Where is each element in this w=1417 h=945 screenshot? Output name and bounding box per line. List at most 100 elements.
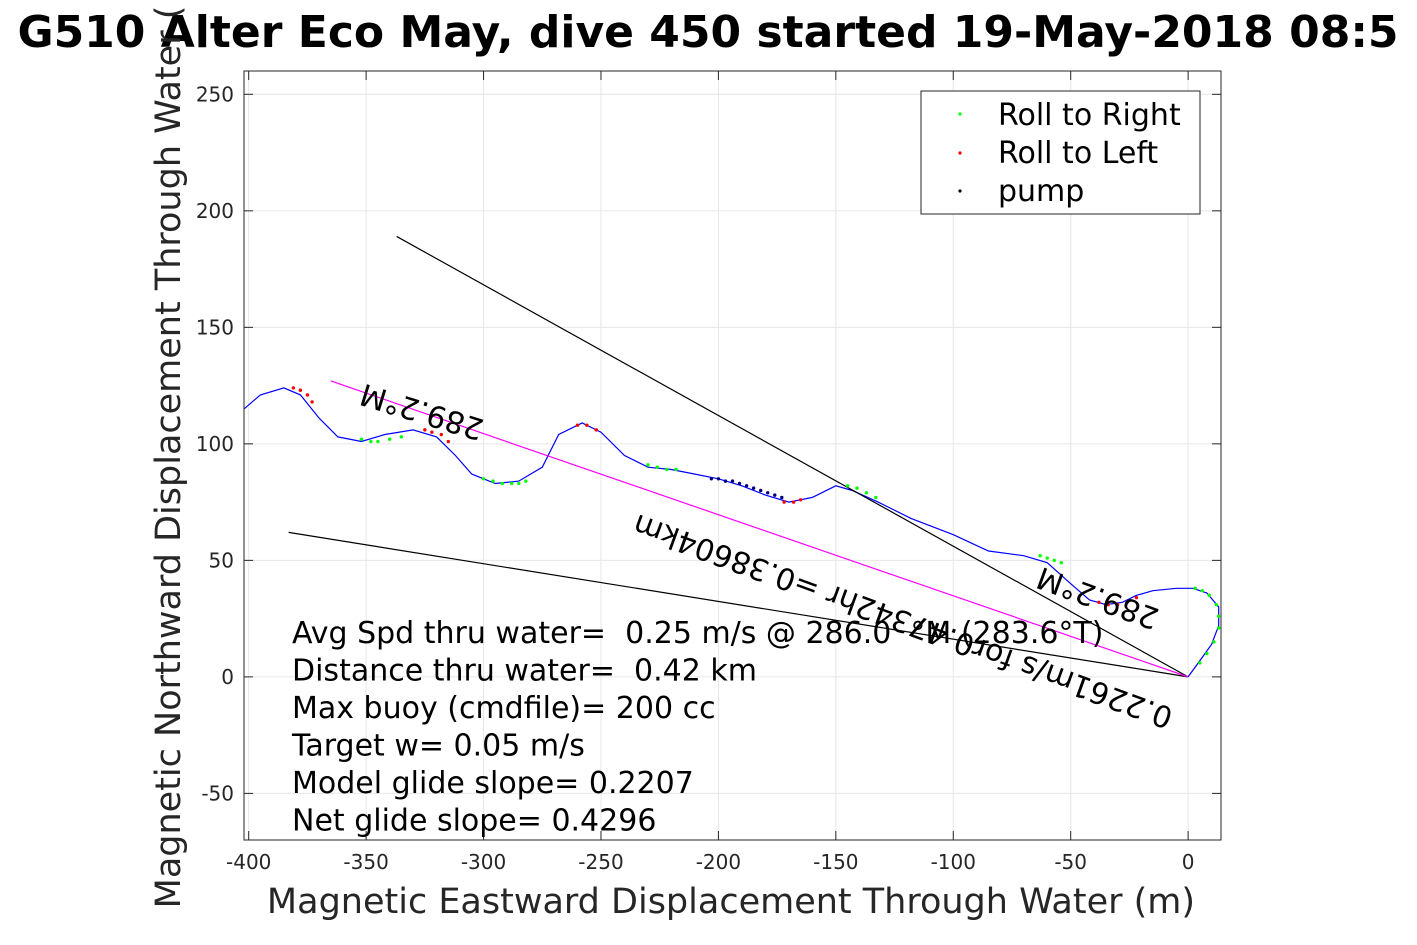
roll-right-point-8 — [510, 481, 514, 486]
roll-left-point-16 — [1115, 602, 1120, 607]
legend-box — [920, 90, 1201, 215]
x-tick-label-5: -150 — [813, 850, 858, 874]
y-tick-label-3: 100 — [196, 432, 234, 456]
legend: Roll to Right Roll to Left pump — [920, 90, 1201, 215]
roll-right-point-21 — [1052, 558, 1056, 563]
roll-right-points — [359, 435, 1221, 665]
pump-point-8 — [766, 491, 770, 495]
stat-line-3: Target w= 0.05 m/s — [291, 729, 585, 764]
roll-right-point-0 — [359, 437, 364, 441]
y-tick-label-2: 50 — [209, 548, 234, 572]
roll-right-point-19 — [1038, 554, 1042, 558]
pump-points — [709, 477, 784, 500]
roll-right-point-16 — [855, 486, 859, 490]
roll-left-point-9 — [585, 423, 589, 427]
roll-left-point-5 — [430, 430, 434, 434]
pump-point-10 — [780, 495, 784, 500]
roll-right-point-30 — [1205, 651, 1209, 656]
roll-left-point-11 — [782, 500, 786, 504]
track-line — [243, 387, 1220, 678]
roll-right-point-25 — [1207, 593, 1211, 598]
pump-point-3 — [730, 479, 735, 483]
x-tick-label-4: -200 — [696, 850, 741, 874]
roll-right-point-1 — [369, 439, 373, 444]
reference-lines — [288, 235, 1189, 678]
pump-point-2 — [723, 479, 728, 483]
x-tick-label-2: -300 — [461, 850, 506, 874]
y-tick-label-5: 200 — [196, 199, 234, 223]
roll-left-point-10 — [594, 428, 598, 432]
x-tick-label-8: 0 — [1182, 850, 1195, 874]
roll-right-point-17 — [864, 491, 869, 495]
y-tick-label-1: 0 — [221, 665, 234, 689]
roll-right-point-11 — [646, 463, 650, 467]
roll-left-point-4 — [423, 428, 427, 432]
roll-right-point-22 — [1059, 560, 1063, 565]
legend-label-pump: pump — [998, 174, 1084, 209]
roll-right-point-12 — [655, 465, 660, 469]
roll-left-point-1 — [298, 388, 303, 392]
legend-label-roll-left: Roll to Left — [998, 136, 1158, 171]
roll-left-point-7 — [446, 439, 451, 444]
pump-point-4 — [737, 481, 742, 486]
roll-right-point-14 — [674, 467, 678, 472]
roll-left-point-12 — [791, 500, 796, 504]
reference-line-2 — [330, 380, 1189, 678]
roll-right-point-7 — [500, 481, 505, 486]
legend-marker-pump — [958, 189, 962, 193]
roll-right-point-24 — [1200, 588, 1204, 593]
axis-ticks: -400 -350 -300 -250 -200 -150 -100 -50 0 -50 0 50 10… — [196, 71, 1221, 874]
roll-right-point-2 — [376, 439, 380, 444]
pump-point-7 — [758, 488, 763, 493]
roll-right-point-29 — [1212, 640, 1216, 644]
roll-left-point-6 — [439, 432, 443, 437]
stat-line-5: Net glide slope= 0.4296 — [292, 804, 656, 839]
roll-left-point-18 — [1134, 595, 1139, 600]
roll-right-point-18 — [874, 495, 878, 500]
roll-left-point-17 — [1125, 600, 1129, 605]
roll-left-point-0 — [291, 386, 296, 390]
y-tick-label-4: 150 — [196, 315, 234, 339]
pump-point-5 — [744, 484, 749, 488]
roll-right-point-28 — [1216, 626, 1221, 630]
reference-line-1 — [288, 531, 1189, 678]
roll-left-point-13 — [798, 498, 803, 502]
roll-left-point-3 — [310, 400, 314, 404]
roll-right-point-27 — [1216, 614, 1221, 618]
roll-right-point-10 — [524, 479, 528, 483]
roll-left-point-2 — [305, 393, 310, 397]
x-tick-label-1: -350 — [343, 850, 388, 874]
y-tick-label-0: -50 — [201, 781, 234, 805]
x-axis-label: Magnetic Eastward Displacement Through W… — [267, 882, 1195, 922]
roll-right-point-3 — [387, 437, 392, 441]
roll-right-point-31 — [1198, 661, 1202, 665]
roll-right-point-9 — [517, 481, 521, 486]
legend-marker-roll-left — [958, 151, 962, 155]
x-tick-label-7: -50 — [1054, 850, 1087, 874]
x-tick-label-3: -250 — [578, 850, 623, 874]
plot-frame — [243, 70, 1222, 841]
roll-right-point-15 — [845, 484, 850, 488]
stat-line-0: Avg Spd thru water= 0.25 m/s @ 286.0 °M … — [292, 616, 1103, 651]
stats-block: Avg Spd thru water= 0.25 m/s @ 286.0 °M … — [291, 616, 1103, 839]
chart-title: G510 Alter Eco May, dive 450 started 19-… — [17, 7, 1398, 58]
x-tick-label-6: -100 — [931, 850, 976, 874]
legend-marker-roll-right — [958, 112, 962, 116]
series-layer — [243, 235, 1221, 678]
y-axis-label: Magnetic Northward Displacement Through … — [149, 6, 189, 909]
stat-line-2: Max buoy (cmdfile)= 200 cc — [292, 691, 716, 726]
roll-left-point-8 — [575, 423, 580, 427]
roll-left-points — [291, 386, 1139, 607]
roll-right-point-26 — [1214, 602, 1219, 607]
pump-point-1 — [716, 477, 721, 481]
y-tick-label-6: 250 — [196, 82, 234, 106]
roll-right-point-5 — [481, 477, 486, 481]
roll-right-point-6 — [491, 479, 495, 483]
roll-right-point-13 — [665, 467, 669, 472]
reference-line-0 — [396, 235, 1189, 678]
roll-left-point-14 — [1097, 600, 1101, 605]
roll-left-point-15 — [1106, 602, 1110, 607]
stat-line-1: Distance thru water= 0.42 km — [292, 654, 757, 689]
pump-point-9 — [773, 493, 777, 497]
